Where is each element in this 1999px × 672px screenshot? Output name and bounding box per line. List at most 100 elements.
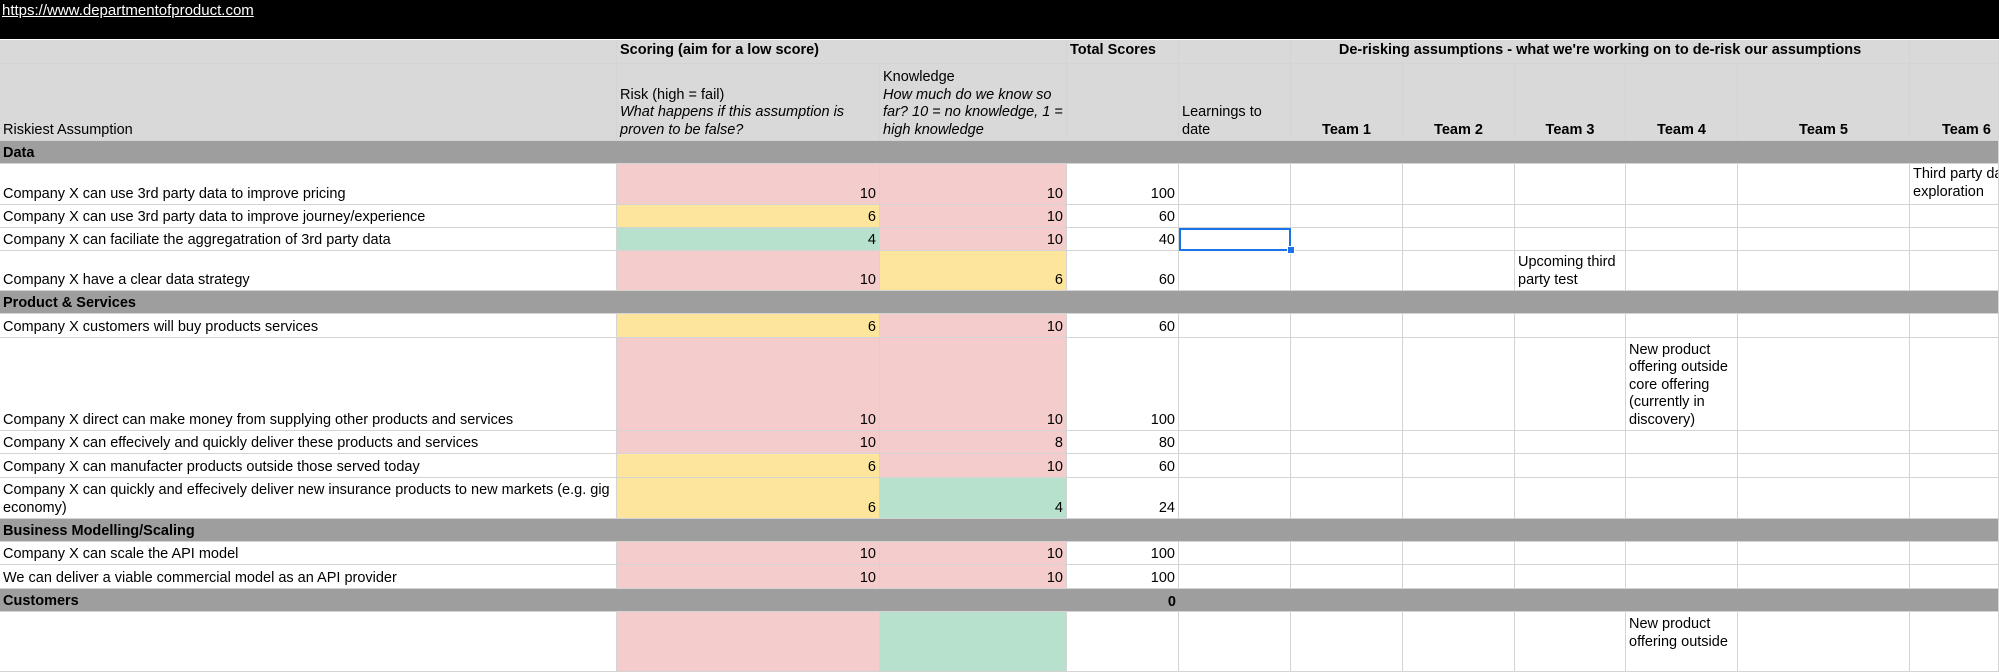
section-business-modelling[interactable]: Business Modelling/Scaling [0,519,1999,542]
team-header[interactable]: Team 2 [1403,64,1515,141]
team-header[interactable]: Team 5 [1738,64,1910,141]
team-cell[interactable] [1626,228,1738,251]
team-cell[interactable] [1403,431,1515,454]
learnings-cell[interactable] [1179,612,1291,672]
team-cell[interactable] [1403,251,1515,291]
department-of-product-link[interactable]: https://www.departmentofproduct.com [2,2,254,19]
risk-score-cell[interactable]: 6 [617,454,880,478]
team-cell[interactable] [1626,565,1738,589]
team-cell[interactable] [1738,431,1910,454]
learnings-cell[interactable] [1179,164,1291,205]
total-score-cell[interactable] [1067,612,1179,672]
team-cell[interactable] [1738,314,1910,338]
total-score-cell[interactable]: 60 [1067,251,1179,291]
team-cell[interactable] [1291,565,1403,589]
derisking-header[interactable]: De-risking assumptions - what we're work… [1291,40,1910,64]
learnings-cell[interactable] [1179,542,1291,565]
team-cell[interactable] [1910,205,1999,228]
team-cell[interactable] [1403,542,1515,565]
assumption-cell[interactable]: Company X direct can make money from sup… [0,338,617,431]
total-score-cell[interactable]: 100 [1067,164,1179,205]
total-score-cell[interactable]: 60 [1067,205,1179,228]
learnings-cell[interactable] [1179,314,1291,338]
knowledge-score-cell[interactable]: 8 [880,431,1067,454]
team-cell[interactable] [1515,612,1626,672]
team-cell[interactable] [1626,478,1738,519]
assumption-cell[interactable]: Company X have a clear data strategy [0,251,617,291]
team-cell[interactable] [1291,314,1403,338]
knowledge-score-cell[interactable]: 10 [880,205,1067,228]
team-cell[interactable] [1291,338,1403,431]
fill-handle[interactable] [1287,246,1295,254]
team-cell[interactable] [1515,228,1626,251]
team-header[interactable]: Team 3 [1515,64,1626,141]
risk-score-cell[interactable]: 10 [617,338,880,431]
team-cell[interactable] [1515,454,1626,478]
team-header[interactable]: Team 6 [1910,64,1999,141]
header-blank[interactable] [1910,40,1999,64]
team-cell[interactable] [1291,542,1403,565]
team-cell[interactable] [1738,565,1910,589]
team-cell[interactable] [1910,565,1999,589]
team-cell[interactable] [1515,478,1626,519]
total-score-cell[interactable]: 100 [1067,338,1179,431]
team-cell[interactable] [1403,612,1515,672]
team-3-cell[interactable]: Upcoming third party test [1515,251,1626,291]
team-header[interactable]: Team 1 [1291,64,1403,141]
risk-score-cell[interactable]: 6 [617,478,880,519]
knowledge-score-cell[interactable]: 10 [880,542,1067,565]
knowledge-score-cell[interactable]: 10 [880,314,1067,338]
assumption-cell[interactable]: Company X can use 3rd party data to impr… [0,205,617,228]
team-cell[interactable] [1910,431,1999,454]
team-cell[interactable] [1910,612,1999,672]
team-cell[interactable] [1403,565,1515,589]
team-cell[interactable] [1910,314,1999,338]
team-cell[interactable] [1626,431,1738,454]
team-cell[interactable] [1291,228,1403,251]
header-blank[interactable] [0,40,617,64]
team-cell[interactable] [1910,228,1999,251]
team-cell[interactable] [1291,251,1403,291]
team-4-cell[interactable]: New product offering outside [1626,612,1738,672]
learnings-cell[interactable] [1179,565,1291,589]
risk-header[interactable]: Risk (high = fail) What happens if this … [617,64,880,141]
total-score-cell[interactable]: 60 [1067,314,1179,338]
assumption-cell[interactable]: Company X can effecively and quickly del… [0,431,617,454]
total-score-cell[interactable]: 40 [1067,228,1179,251]
risk-score-cell[interactable]: 10 [617,251,880,291]
learnings-cell[interactable] [1179,205,1291,228]
risk-score-cell[interactable]: 10 [617,565,880,589]
team-cell[interactable] [1515,542,1626,565]
learnings-cell[interactable] [1179,338,1291,431]
header-blank[interactable] [1179,40,1291,64]
knowledge-header[interactable]: Knowledge How much do we know so far? 10… [880,64,1067,141]
risk-score-cell[interactable] [617,612,880,672]
riskiest-assumption-header[interactable]: Riskiest Assumption [0,64,617,141]
team-cell[interactable] [1738,454,1910,478]
team-cell[interactable] [1515,314,1626,338]
team-cell[interactable] [1738,228,1910,251]
team-cell[interactable] [1291,612,1403,672]
section-customers[interactable]: Customers [0,589,1999,612]
team-cell[interactable] [1403,164,1515,205]
team-cell[interactable] [1910,478,1999,519]
risk-score-cell[interactable]: 6 [617,205,880,228]
total-score-cell[interactable]: 24 [1067,478,1179,519]
assumption-cell[interactable]: Company X customers will buy products se… [0,314,617,338]
team-cell[interactable] [1738,251,1910,291]
team-cell[interactable] [1626,454,1738,478]
assumption-cell[interactable]: We can deliver a viable commercial model… [0,565,617,589]
customers-total-cell[interactable]: 0 [1067,589,1179,612]
total-score-cell[interactable]: 80 [1067,431,1179,454]
learnings-cell[interactable] [1179,454,1291,478]
team-4-cell[interactable]: New product offering outside core offeri… [1626,338,1738,431]
total-scores-header[interactable]: Total Scores [1067,40,1179,64]
team-cell[interactable] [1515,205,1626,228]
assumption-cell[interactable]: Company X can manufacter products outsid… [0,454,617,478]
team-cell[interactable] [1291,205,1403,228]
team-cell[interactable] [1738,542,1910,565]
team-cell[interactable] [1403,205,1515,228]
learnings-header[interactable]: Learnings to date [1179,64,1291,141]
section-product-services[interactable]: Product & Services [0,291,1999,314]
total-score-cell[interactable]: 100 [1067,565,1179,589]
